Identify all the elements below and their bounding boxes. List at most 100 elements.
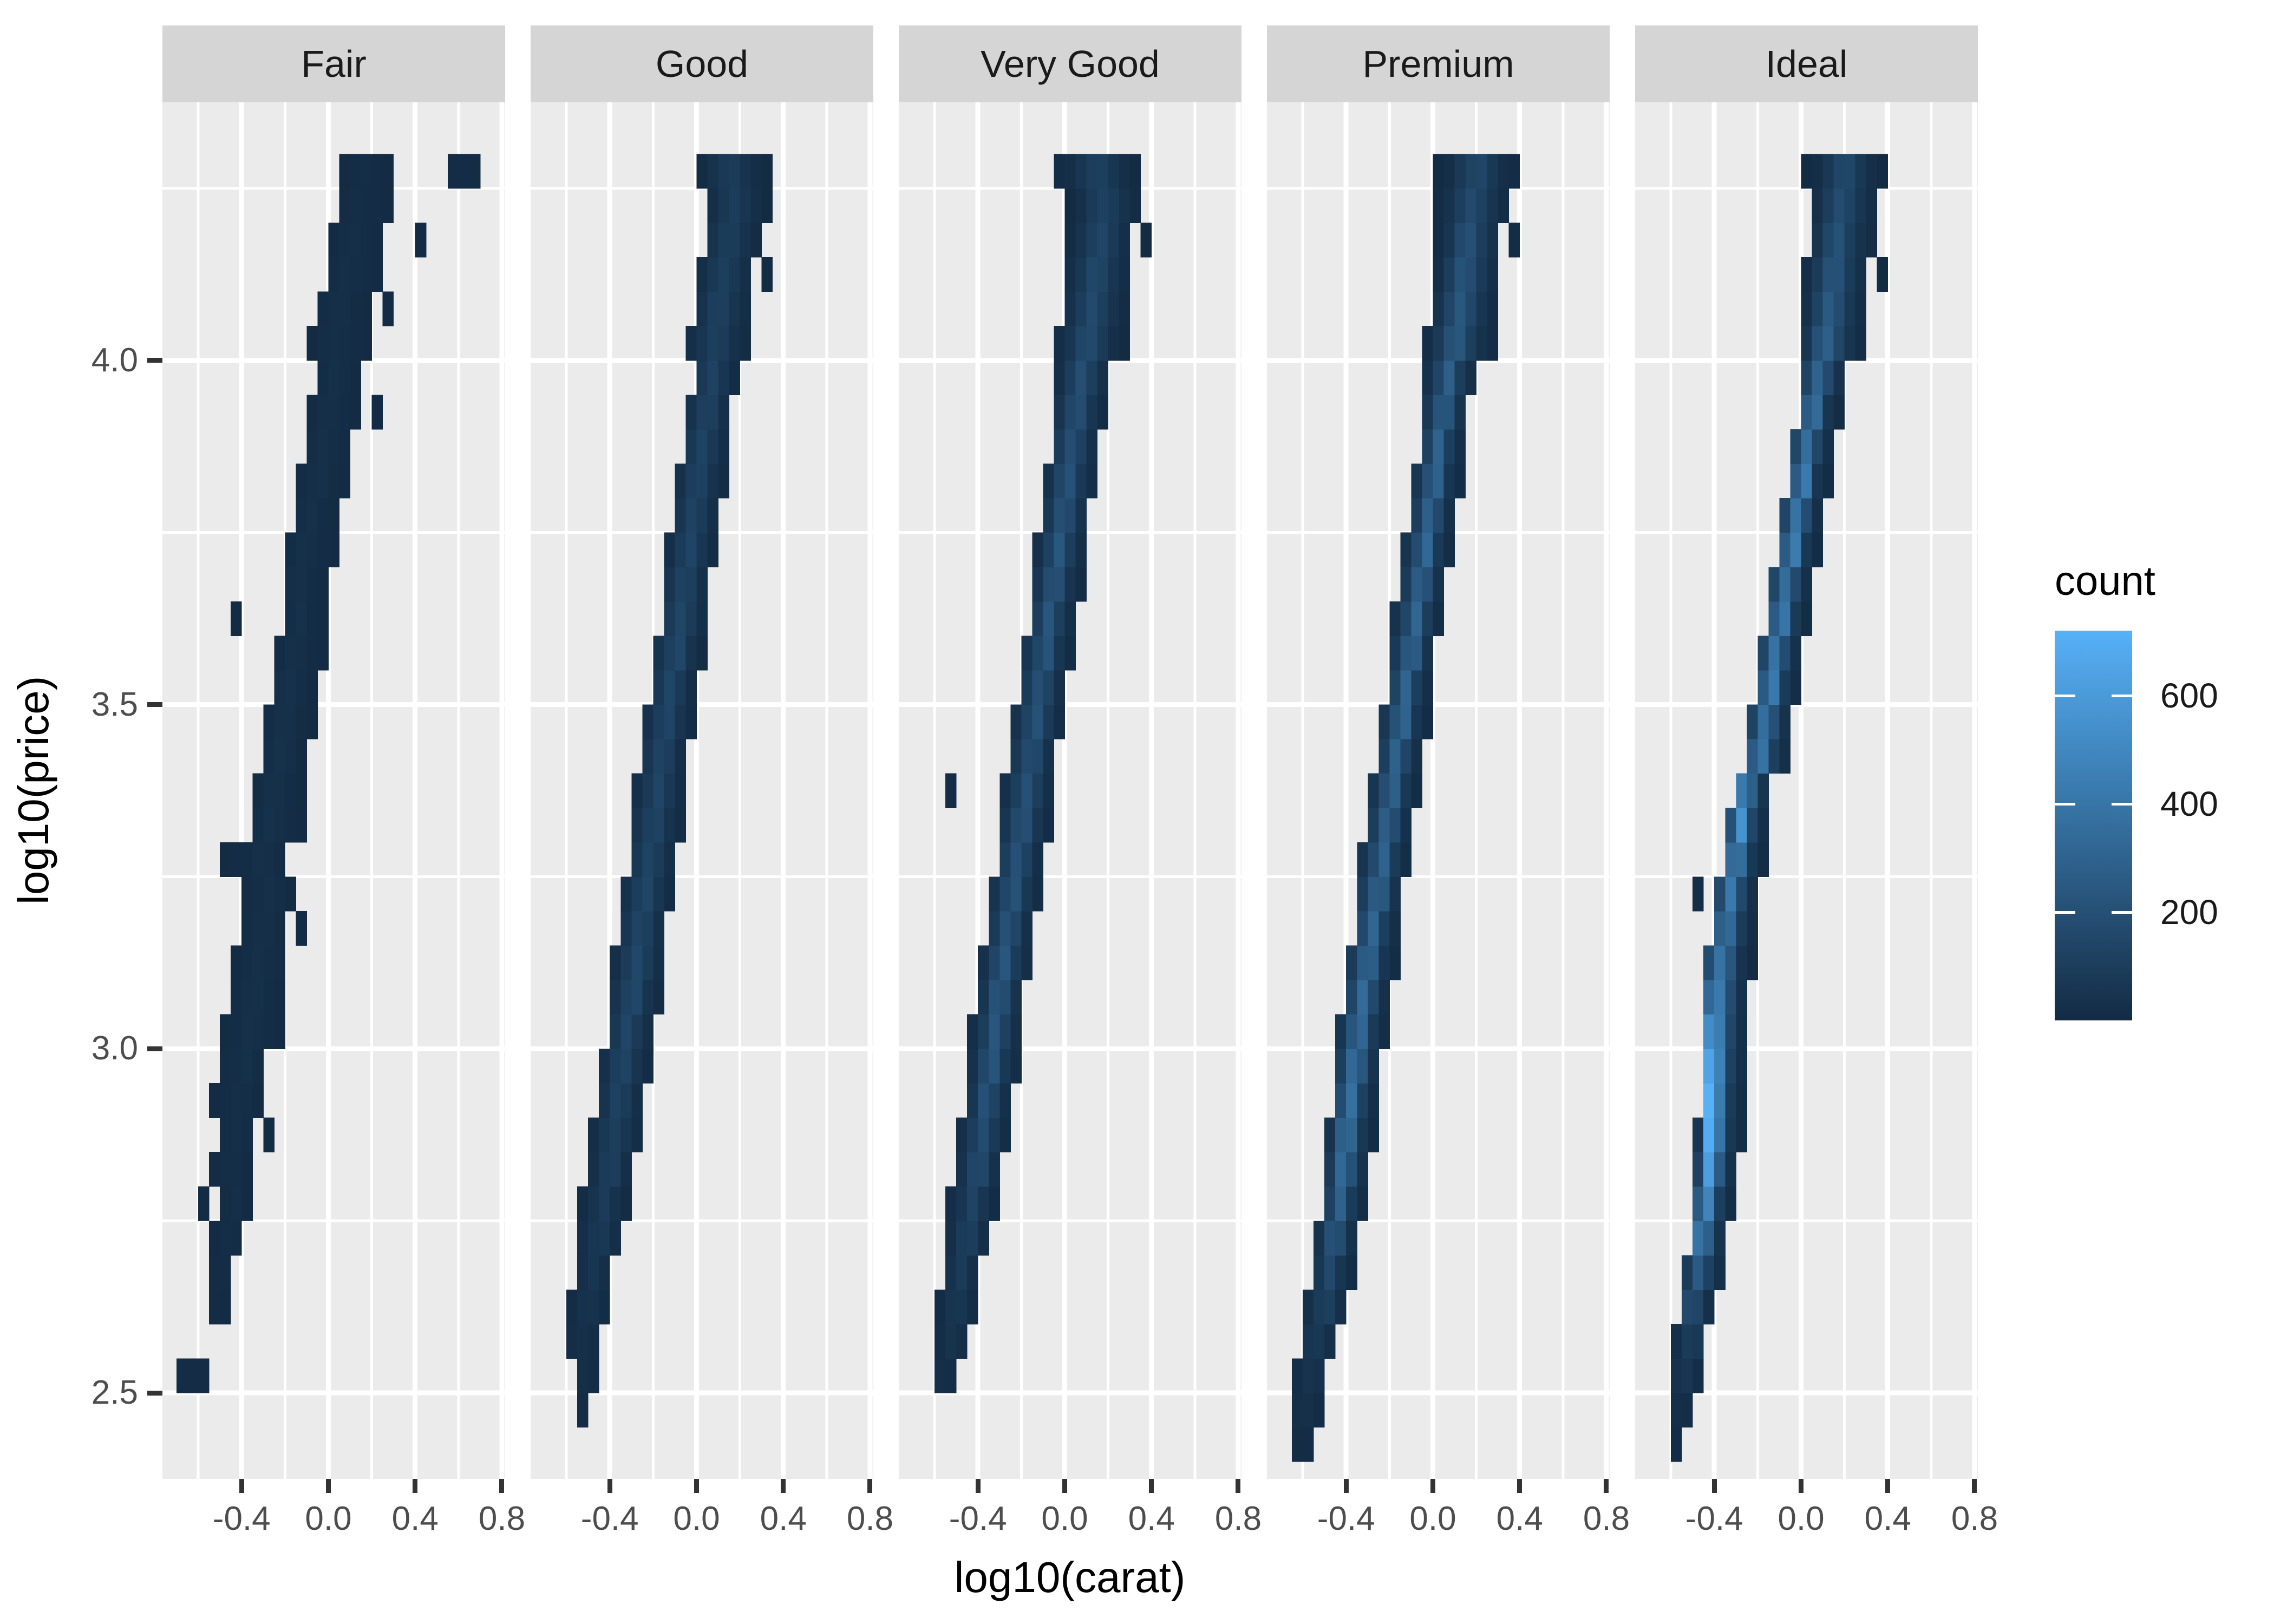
heatmap-bin bbox=[718, 395, 730, 430]
heatmap-bin bbox=[1400, 670, 1412, 705]
heatmap-bin bbox=[1400, 567, 1412, 602]
heatmap-bin bbox=[1021, 670, 1033, 705]
heatmap-bin bbox=[1075, 291, 1087, 326]
heatmap-bin bbox=[631, 1083, 643, 1118]
heatmap-bin bbox=[306, 567, 318, 602]
heatmap-bin bbox=[241, 842, 253, 877]
heatmap-bin bbox=[1487, 188, 1499, 224]
facet-panel-fair bbox=[162, 102, 505, 1479]
heatmap-bin bbox=[999, 911, 1011, 946]
heatmap-bin bbox=[296, 808, 307, 843]
heatmap-bin bbox=[339, 222, 351, 258]
heatmap-bin bbox=[1108, 188, 1120, 224]
heatmap-bin bbox=[707, 360, 719, 395]
heatmap-bin bbox=[1064, 601, 1076, 636]
heatmap-bin bbox=[1476, 154, 1488, 189]
heatmap-bin bbox=[1725, 876, 1736, 912]
heatmap-bin bbox=[740, 326, 752, 361]
heatmap-bin bbox=[599, 1186, 610, 1221]
heatmap-bin bbox=[999, 980, 1011, 1015]
heatmap-bin bbox=[447, 154, 459, 189]
minor-gridline-y bbox=[162, 187, 505, 190]
heatmap-bin bbox=[1389, 842, 1401, 877]
heatmap-bin bbox=[675, 670, 686, 705]
heatmap-bin bbox=[1054, 498, 1065, 533]
heatmap-bin bbox=[718, 154, 730, 189]
heatmap-bin bbox=[241, 1186, 253, 1221]
major-gridline-y bbox=[1635, 1390, 1978, 1396]
heatmap-bin bbox=[999, 1014, 1011, 1049]
heatmap-bin bbox=[350, 326, 362, 361]
heatmap-bin bbox=[1736, 945, 1747, 980]
heatmap-bin bbox=[1714, 1049, 1726, 1084]
heatmap-bin bbox=[1714, 945, 1726, 980]
heatmap-bin bbox=[1433, 429, 1445, 464]
x-tick-mark bbox=[499, 1479, 505, 1493]
heatmap-bin bbox=[1389, 773, 1401, 808]
y-tick-mark bbox=[147, 1046, 162, 1051]
heatmap-bin bbox=[1054, 154, 1065, 189]
heatmap-bin bbox=[642, 808, 654, 843]
heatmap-bin bbox=[1064, 291, 1076, 326]
heatmap-bin bbox=[1725, 1049, 1736, 1084]
heatmap-bin bbox=[664, 876, 675, 912]
heatmap-bin bbox=[263, 911, 275, 946]
heatmap-bin bbox=[220, 1186, 231, 1221]
heatmap-bin bbox=[1693, 1289, 1704, 1325]
heatmap-bin bbox=[664, 842, 675, 877]
heatmap-bin bbox=[1292, 1393, 1303, 1428]
heatmap-bin bbox=[1108, 222, 1120, 258]
heatmap-bin bbox=[1378, 1014, 1390, 1049]
heatmap-bin bbox=[1812, 532, 1824, 567]
heatmap-bin bbox=[1790, 567, 1801, 602]
x-axis-title: log10(carat) bbox=[954, 1553, 1186, 1601]
heatmap-bin bbox=[1021, 739, 1033, 774]
heatmap-bin bbox=[198, 1358, 210, 1393]
heatmap-bin bbox=[1768, 704, 1780, 739]
heatmap-bin bbox=[642, 842, 654, 877]
heatmap-bin bbox=[350, 188, 362, 224]
heatmap-bin bbox=[220, 1255, 231, 1290]
heatmap-bin bbox=[1703, 1117, 1715, 1152]
heatmap-bin bbox=[967, 1152, 978, 1187]
heatmap-bin bbox=[1335, 1014, 1347, 1049]
heatmap-bin bbox=[1801, 429, 1813, 464]
heatmap-bin bbox=[1454, 188, 1466, 224]
heatmap-bin bbox=[1292, 1427, 1303, 1462]
heatmap-bin bbox=[1747, 704, 1758, 739]
heatmap-bin bbox=[274, 704, 285, 739]
heatmap-bin bbox=[1422, 463, 1433, 499]
heatmap-bin bbox=[945, 1255, 957, 1290]
heatmap-bin bbox=[350, 360, 362, 395]
heatmap-bin bbox=[1368, 1083, 1379, 1118]
heatmap-bin bbox=[1833, 326, 1845, 361]
minor-gridline-x bbox=[1193, 102, 1197, 1479]
x-tick-mark bbox=[1430, 1479, 1435, 1493]
heatmap-bin bbox=[1725, 1083, 1736, 1118]
heatmap-bin bbox=[588, 1324, 599, 1359]
heatmap-bin bbox=[707, 395, 719, 430]
heatmap-bin bbox=[339, 326, 351, 361]
heatmap-bin bbox=[1465, 154, 1477, 189]
heatmap-bin bbox=[274, 911, 285, 946]
heatmap-bin bbox=[1790, 463, 1801, 499]
heatmap-bin bbox=[653, 704, 664, 739]
x-tick-mark bbox=[607, 1479, 612, 1493]
heatmap-bin bbox=[231, 1117, 242, 1152]
heatmap-bin bbox=[1671, 1427, 1682, 1462]
heatmap-bin bbox=[252, 876, 264, 912]
heatmap-bin bbox=[1714, 1186, 1726, 1221]
major-gridline-y bbox=[899, 1046, 1241, 1051]
heatmap-bin bbox=[1454, 154, 1466, 189]
heatmap-bin bbox=[1054, 567, 1065, 602]
heatmap-bin bbox=[588, 1221, 599, 1256]
heatmap-bin bbox=[296, 670, 307, 705]
heatmap-bin bbox=[1768, 636, 1780, 671]
heatmap-bin bbox=[1703, 1255, 1715, 1290]
major-gridline-y bbox=[162, 702, 505, 708]
heatmap-bin bbox=[296, 532, 307, 567]
heatmap-bin bbox=[1021, 808, 1033, 843]
heatmap-bin bbox=[1443, 291, 1455, 326]
heatmap-bin bbox=[1714, 876, 1726, 912]
heatmap-bin bbox=[1378, 704, 1390, 739]
